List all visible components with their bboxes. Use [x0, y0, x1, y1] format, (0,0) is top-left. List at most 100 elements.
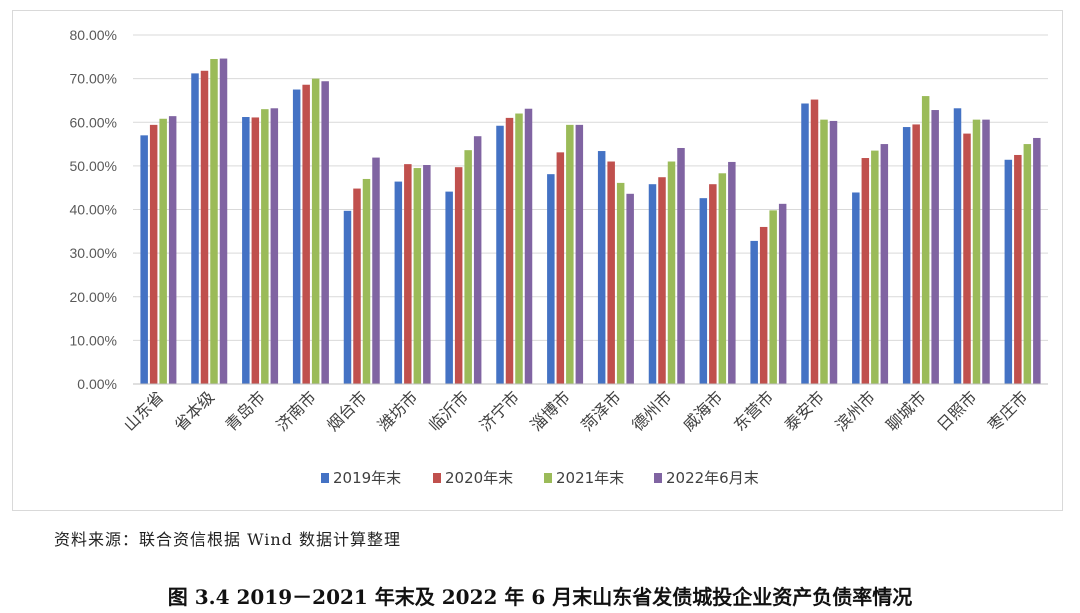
bar [140, 135, 148, 384]
bar [699, 198, 708, 384]
bar [759, 226, 768, 384]
x-category-label: 聊城市 [882, 387, 929, 434]
bar [496, 125, 504, 385]
bar [423, 165, 431, 384]
bar [902, 127, 911, 384]
bar [353, 188, 361, 384]
bar [473, 136, 482, 384]
bar [566, 124, 574, 385]
y-tick-label: 0.00% [77, 376, 117, 392]
legend-label: 2022年6月末 [666, 469, 759, 487]
bar [880, 144, 889, 384]
y-tick-label: 10.00% [70, 332, 117, 348]
legend-swatch [544, 473, 552, 483]
bar [829, 120, 838, 384]
x-category-label: 威海市 [679, 387, 726, 434]
legend-label: 2019年末 [333, 469, 401, 487]
x-category-label: 青岛市 [222, 387, 269, 434]
x-category-label: 淄博市 [527, 387, 574, 434]
bar [1023, 144, 1032, 384]
bar [575, 124, 584, 385]
bar [769, 210, 777, 384]
bar [1014, 154, 1022, 384]
bar [547, 174, 555, 384]
bar [219, 58, 228, 385]
figure-caption: 图 3.4 2019－2021 年末及 2022 年 6 月末山东省发债城投企业… [167, 585, 913, 609]
bar [750, 240, 758, 384]
bar [394, 181, 403, 384]
x-category-label: 济宁市 [476, 387, 523, 434]
bar [820, 119, 828, 384]
y-tick-label: 80.00% [70, 27, 117, 43]
y-tick-label: 30.00% [70, 245, 117, 261]
bar [921, 96, 930, 384]
bar [404, 164, 412, 384]
bar [261, 109, 269, 384]
bar [210, 58, 218, 385]
bar [728, 161, 736, 384]
bar [648, 184, 657, 384]
bar [515, 113, 523, 385]
bar [982, 119, 990, 384]
legend-swatch [654, 473, 662, 483]
bar [556, 152, 565, 384]
bar [270, 108, 279, 384]
bar [626, 193, 634, 384]
bar [311, 78, 320, 384]
x-category-label: 省本级 [171, 387, 218, 434]
y-tick-label: 60.00% [70, 114, 117, 130]
bar [242, 117, 250, 384]
bar-chart: 0.00% 10.00% 20.00% 30.00% 40.00% 50.00% 60.00… [70, 27, 1048, 487]
bar [413, 168, 422, 384]
legend-label: 2020年末 [445, 469, 513, 487]
x-category-label: 滨州市 [832, 387, 879, 434]
bar [302, 84, 310, 385]
bar [953, 108, 962, 384]
bar [810, 99, 819, 384]
bar [372, 157, 380, 384]
x-category-label: 烟台市 [323, 387, 370, 434]
legend-swatch [433, 473, 441, 483]
bar [667, 161, 676, 384]
bar [454, 167, 463, 384]
bar [607, 161, 615, 384]
x-category-label: 山东省 [120, 387, 167, 434]
legend-swatch [321, 473, 329, 483]
x-category-label: 临沂市 [425, 387, 472, 434]
x-category-label: 德州市 [628, 387, 675, 434]
bar [912, 124, 920, 385]
x-category-label: 日照市 [933, 387, 980, 434]
legend-label: 2021年末 [556, 469, 624, 487]
bar [861, 158, 870, 384]
x-category-label: 东营市 [730, 387, 777, 434]
y-tick-label: 70.00% [70, 71, 117, 87]
bar [778, 203, 787, 384]
bar [709, 184, 717, 384]
data-source-note: 资料来源：联合资信根据 Wind 数据计算整理 [54, 530, 402, 549]
x-category-label: 菏泽市 [577, 387, 624, 434]
bar [159, 118, 167, 384]
bar [871, 150, 879, 384]
bar [931, 110, 939, 384]
bar [200, 70, 209, 385]
x-category-label: 潍坊市 [374, 387, 421, 434]
x-category-label: 泰安市 [781, 387, 828, 434]
bar [343, 210, 352, 384]
y-tick-label: 50.00% [70, 158, 117, 174]
bar [149, 124, 158, 385]
bar [616, 182, 625, 384]
bar [445, 191, 453, 384]
bar [718, 173, 727, 384]
y-tick-label: 40.00% [70, 202, 117, 218]
bar [251, 117, 260, 385]
bar [677, 147, 685, 384]
bar [1033, 137, 1041, 384]
x-category-label: 枣庄市 [984, 387, 1031, 434]
chart-frame: 0.00% 10.00% 20.00% 30.00% 40.00% 50.00% 60.00… [12, 10, 1063, 511]
bar [168, 116, 177, 384]
bar [852, 192, 860, 384]
x-category-label: 济南市 [272, 387, 319, 434]
bar [658, 177, 666, 384]
bar [321, 81, 329, 385]
bar [505, 117, 514, 384]
